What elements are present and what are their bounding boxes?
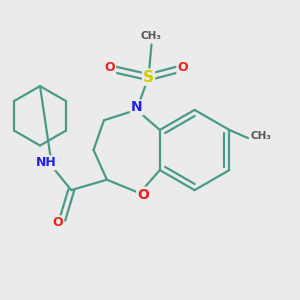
Text: O: O xyxy=(137,188,149,202)
Text: CH₃: CH₃ xyxy=(250,131,271,141)
Text: CH₃: CH₃ xyxy=(141,31,162,41)
Text: S: S xyxy=(143,70,154,85)
Text: N: N xyxy=(131,100,142,115)
Text: O: O xyxy=(177,61,188,74)
Text: O: O xyxy=(105,61,115,74)
Text: O: O xyxy=(52,216,63,229)
Text: NH: NH xyxy=(36,156,57,169)
